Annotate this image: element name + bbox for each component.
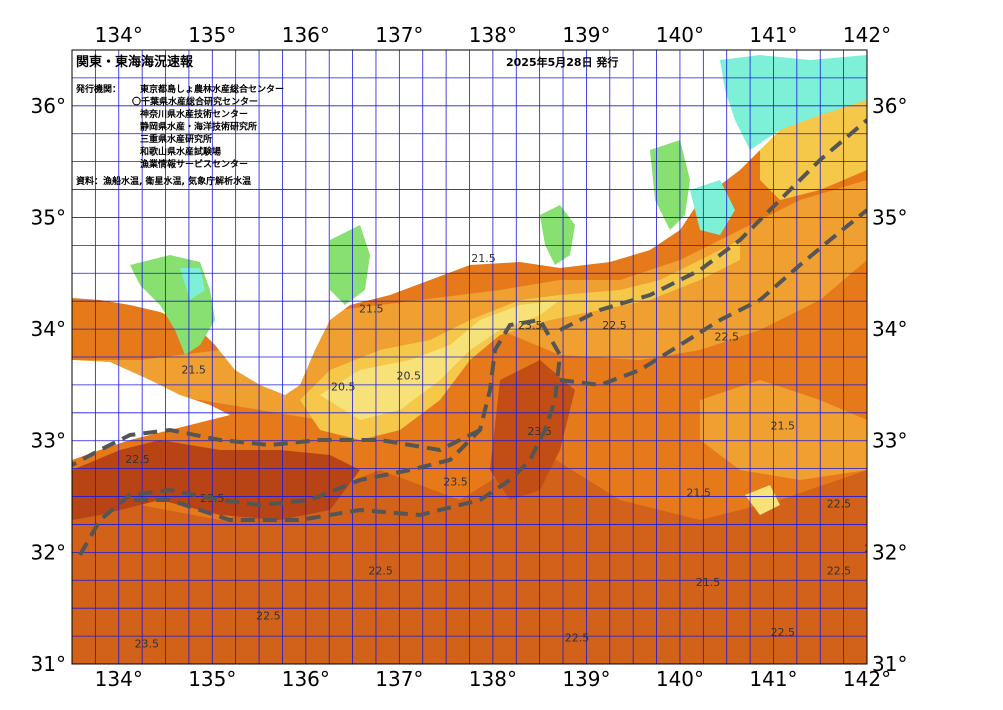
contour-label: 22.5 <box>714 330 739 343</box>
lon-tick-label: 139° <box>562 667 610 691</box>
contour-label: 21.5 <box>181 364 206 377</box>
issuer-list: 東京都島しょ農林水産総合センター〇千葉県水産総合研究センター神奈川県水産技術セン… <box>132 83 284 170</box>
lon-tick-label: 140° <box>656 23 704 47</box>
kuroshio-axis-north <box>72 427 481 467</box>
lat-tick-label: 34° <box>31 317 66 341</box>
issuer-name: 三重県水産研究所 <box>140 133 212 145</box>
lon-tick-label: 139° <box>562 23 610 47</box>
sea-cooler-patch <box>745 485 780 515</box>
lon-tick-label: 134° <box>95 23 143 47</box>
contour-label: 23.5 <box>864 542 889 555</box>
lon-tick-label: 141° <box>749 667 797 691</box>
issuer-name: 和歌山県水産試験場 <box>139 146 221 158</box>
lon-tick-label: 137° <box>375 23 423 47</box>
contour-label: 20.5 <box>331 380 356 393</box>
longitude-labels-top: 134° 135° 136° 137° 138° 139° 140° 141° 142° <box>95 23 891 47</box>
lon-tick-label: 142° <box>843 23 891 47</box>
map-title: 関東・東海海況速報 <box>76 54 194 70</box>
kuroshio-axis-northeast <box>559 118 867 332</box>
contour-label: 21.5 <box>696 576 721 589</box>
bay-suruga <box>540 205 575 265</box>
latitude-labels-right: 36° 35° 34° 33° 32° 31° <box>872 94 907 676</box>
contour-label: 22.5 <box>827 498 852 511</box>
contour-label: 23.5 <box>135 637 160 650</box>
lat-tick-label: 35° <box>31 205 66 229</box>
lat-tick-label: 31° <box>31 652 66 676</box>
bay-tokyo-inner <box>690 180 735 235</box>
contour-label: 21.5 <box>359 302 384 315</box>
plot-frame <box>71 49 868 665</box>
issuer-name: 静岡県水産・海洋技術研究所 <box>140 121 257 133</box>
lon-tick-label: 140° <box>656 667 704 691</box>
issuer-name: 漁業情報サービスセンター <box>140 158 248 170</box>
lat-tick-label: 32° <box>31 540 66 564</box>
issuer-name: 神奈川県水産技術センター <box>140 108 248 120</box>
latitude-labels-left: 36° 35° 34° 33° 32° 31° <box>31 94 66 676</box>
contour-label: 22.5 <box>827 565 852 578</box>
lat-tick-label: 36° <box>872 94 907 118</box>
lat-tick-label: 33° <box>31 429 66 453</box>
lon-tick-label: 136° <box>282 23 330 47</box>
contour-label: 20.5 <box>396 369 421 382</box>
sea-cooler-coastal <box>320 300 560 420</box>
lon-tick-label: 135° <box>188 667 236 691</box>
contour-label: 23.5 <box>527 425 552 438</box>
lat-lon-grid <box>72 50 867 664</box>
issuer-label: 発行機関： <box>75 83 121 95</box>
kuroshio-axis-south <box>78 317 563 556</box>
lat-tick-label: 31° <box>872 652 907 676</box>
contour-label: 21.5 <box>471 252 496 265</box>
lon-tick-label: 142° <box>843 667 891 691</box>
contour-label: 23.5 <box>443 475 468 488</box>
lon-tick-label: 136° <box>282 667 330 691</box>
lon-tick-label: 138° <box>469 23 517 47</box>
data-source: 資料：漁船水温, 衛星水温, 気象庁解析水温 <box>76 175 251 187</box>
lon-tick-label: 135° <box>188 23 236 47</box>
lon-tick-label: 138° <box>469 667 517 691</box>
sea-mid-east <box>700 380 867 480</box>
contour-label: 21.5 <box>771 420 796 433</box>
kuroshio-axis <box>72 118 867 556</box>
lat-tick-label: 34° <box>872 317 907 341</box>
issuer-name: 東京都島しょ農林水産総合センター <box>140 83 284 95</box>
contour-label: 22.5 <box>256 609 281 622</box>
issuer-name: 〇千葉県水産総合研究センター <box>132 96 258 108</box>
lat-tick-label: 35° <box>872 205 907 229</box>
sea-cyan-north <box>720 55 867 150</box>
sea-cool-east <box>760 100 867 200</box>
contour-label: 22.5 <box>565 632 590 645</box>
issue-date: 2025年5月28日 発行 <box>506 55 618 69</box>
contour-label: 22.5 <box>368 565 393 578</box>
longitude-labels-bottom: 134° 135° 136° 137° 138° 139° 140° 141° 142° <box>95 667 891 691</box>
kuroshio-axis-east <box>559 208 867 388</box>
lat-tick-label: 36° <box>31 94 66 118</box>
contour-label: 22.5 <box>602 319 627 332</box>
lon-tick-label: 141° <box>749 23 797 47</box>
bay-osaka-inner <box>180 268 205 300</box>
lon-tick-label: 137° <box>375 667 423 691</box>
contour-label: 21.5 <box>686 487 711 500</box>
contour-label: 22.5 <box>125 453 150 466</box>
contour-label: 22.5 <box>771 626 796 639</box>
lat-tick-label: 32° <box>872 540 907 564</box>
lon-tick-label: 134° <box>95 667 143 691</box>
lat-tick-label: 33° <box>872 429 907 453</box>
